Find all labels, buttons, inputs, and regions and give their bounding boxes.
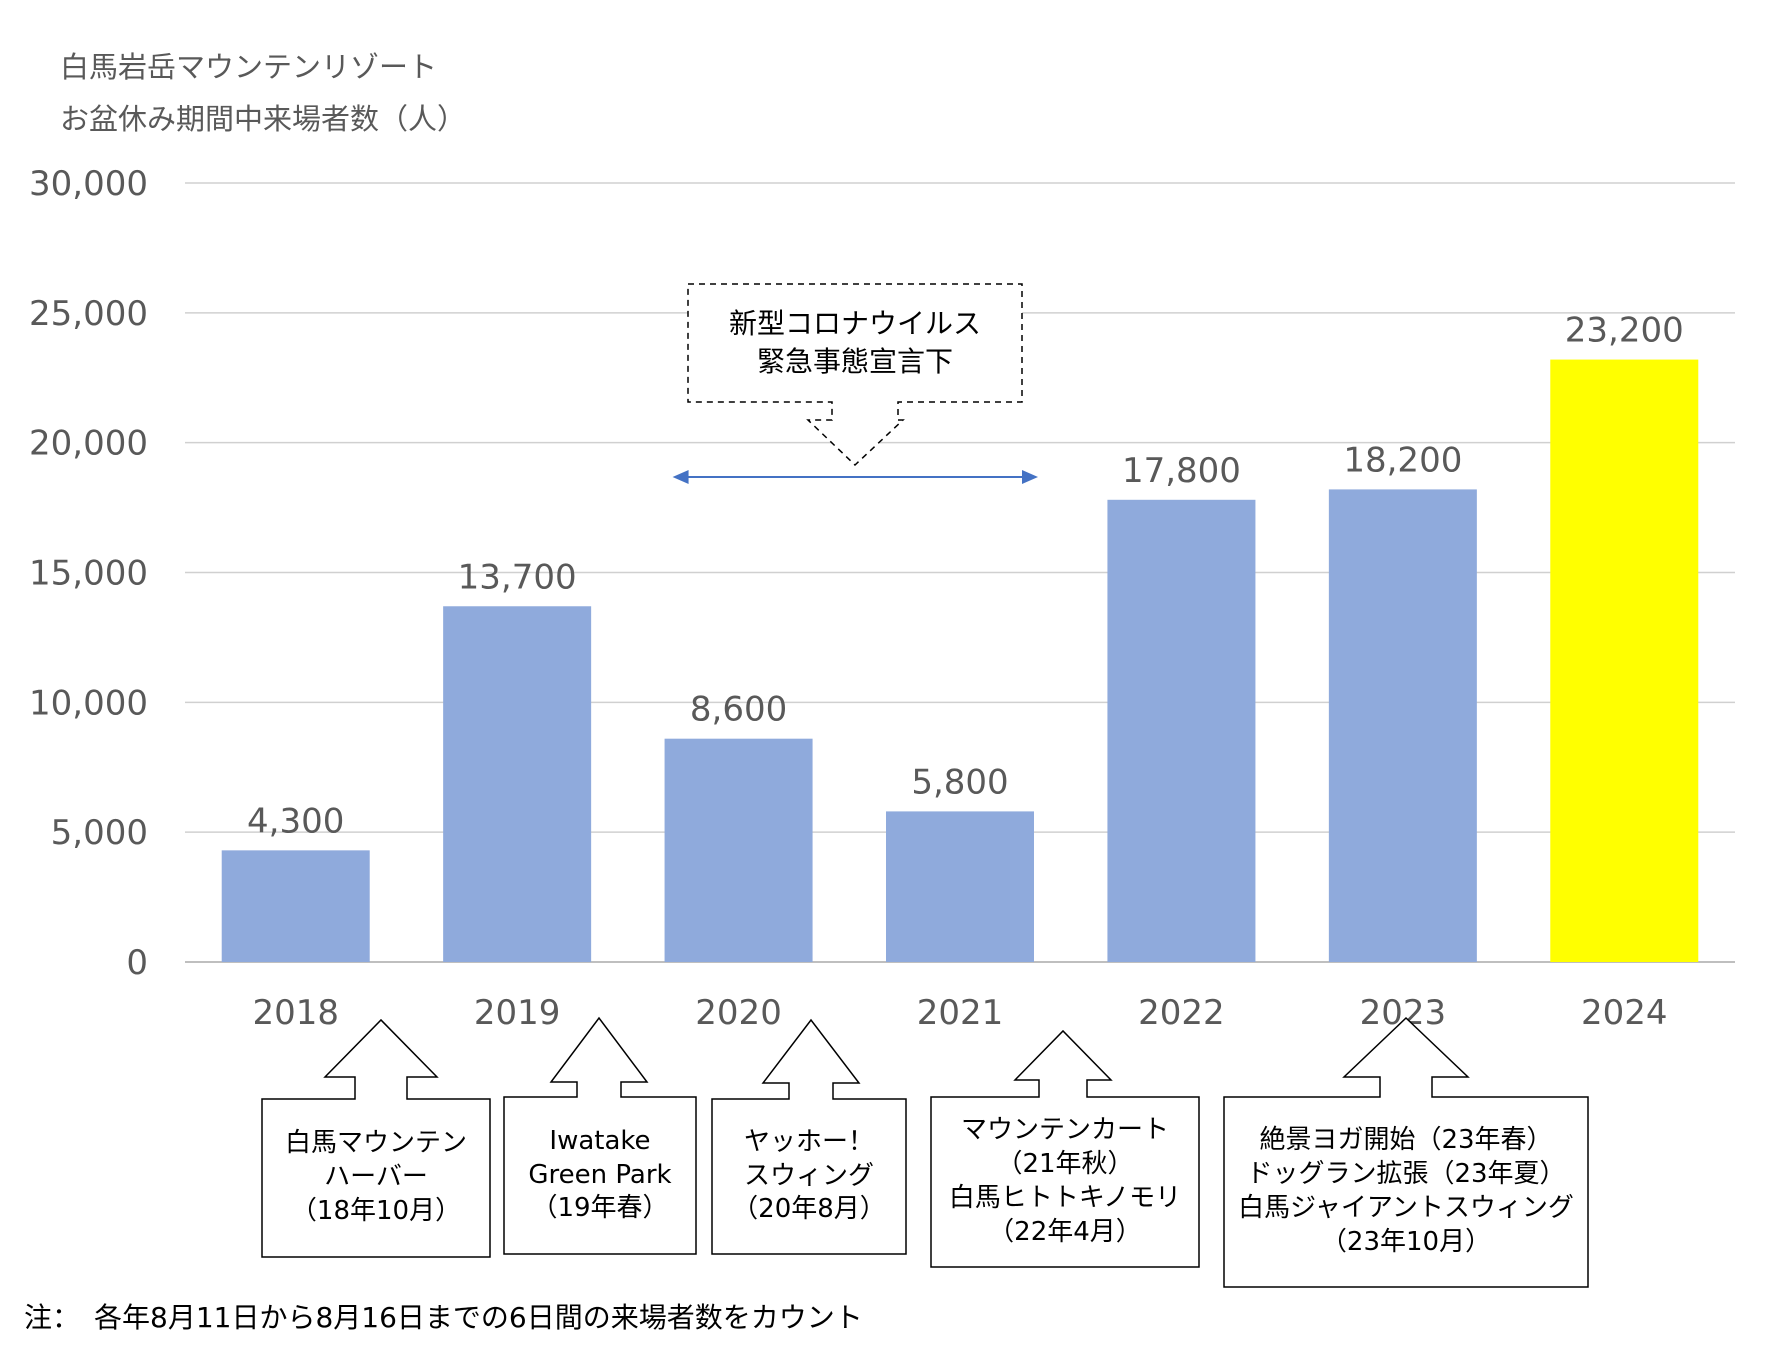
chart-title-line1: 白馬岩岳マウンテンリゾート bbox=[60, 50, 438, 84]
covid-arrow-left-head bbox=[672, 470, 689, 484]
y-tick-label-6: 30,000 bbox=[29, 164, 148, 204]
annotation-2020-shape bbox=[711, 1018, 907, 1255]
covid-callout-line1: 新型コロナウイルス bbox=[728, 307, 981, 341]
x-tick-label-2020: 2020 bbox=[695, 993, 782, 1033]
data-label-2023: 18,200 bbox=[1343, 440, 1462, 480]
annotation-2018: 白馬マウンテン ハーバー （18年10月） bbox=[284, 1128, 467, 1226]
annotation-2021: マウンテンカート （21年秋） 白馬ヒトトキノモリ （22年4月） bbox=[948, 1115, 1182, 1247]
annotation-2019: Iwatake Green Park （19年春） bbox=[528, 1125, 672, 1224]
annotation-2019-shape bbox=[503, 1016, 697, 1255]
chart-title-line2: お盆休み期間中来場者数（人） bbox=[60, 102, 467, 136]
y-tick-label-4: 20,000 bbox=[29, 424, 148, 464]
y-tick-label-2: 10,000 bbox=[29, 683, 148, 723]
y-tick-label-0: 0 bbox=[126, 943, 148, 983]
annotation-2021-shape bbox=[930, 1029, 1200, 1268]
annotation-2023-shape bbox=[1223, 1016, 1589, 1288]
data-label-2018: 4,300 bbox=[247, 801, 344, 841]
data-label-2019: 13,700 bbox=[458, 557, 577, 597]
covid-arrow-right-head bbox=[1022, 470, 1038, 484]
x-tick-label-2024: 2024 bbox=[1581, 993, 1668, 1033]
x-tick-label-2018: 2018 bbox=[252, 993, 339, 1033]
y-tick-label-3: 15,000 bbox=[29, 554, 148, 594]
annotation-2020: ヤッホー！ スウィング （20年8月） bbox=[732, 1126, 886, 1225]
data-label-2021: 5,800 bbox=[911, 762, 1008, 802]
bar-2018 bbox=[221, 850, 370, 962]
bar-2024 bbox=[1550, 359, 1699, 962]
y-tick-label-1: 5,000 bbox=[51, 813, 148, 853]
annotation-2023: 絶景ヨガ開始（23年春） ドッグラン拡張（23年夏） 白馬ジャイアントスウィング… bbox=[1238, 1125, 1574, 1257]
bar-2022 bbox=[1107, 499, 1256, 962]
bar-2023 bbox=[1328, 489, 1477, 962]
covid-callout-text: 新型コロナウイルス 緊急事態宣言下 bbox=[688, 284, 1022, 402]
bar-2020 bbox=[664, 738, 813, 962]
y-tick-label-5: 25,000 bbox=[29, 294, 148, 334]
x-tick-label-2021: 2021 bbox=[917, 993, 1004, 1033]
footnote: 注： 各年8月11日から8月16日までの6日間の来場者数をカウント bbox=[24, 1301, 863, 1334]
bar-2021 bbox=[886, 811, 1034, 962]
x-tick-label-2019: 2019 bbox=[474, 993, 561, 1033]
annotation-2018-shape bbox=[261, 1018, 491, 1258]
covid-callout-box bbox=[687, 283, 1023, 467]
x-tick-label-2022: 2022 bbox=[1138, 993, 1225, 1033]
bar-2019 bbox=[443, 606, 592, 962]
data-label-2020: 8,600 bbox=[690, 690, 787, 730]
data-label-2024: 23,200 bbox=[1565, 311, 1684, 351]
data-label-2022: 17,800 bbox=[1122, 451, 1241, 491]
covid-callout-line2: 緊急事態宣言下 bbox=[756, 345, 953, 378]
